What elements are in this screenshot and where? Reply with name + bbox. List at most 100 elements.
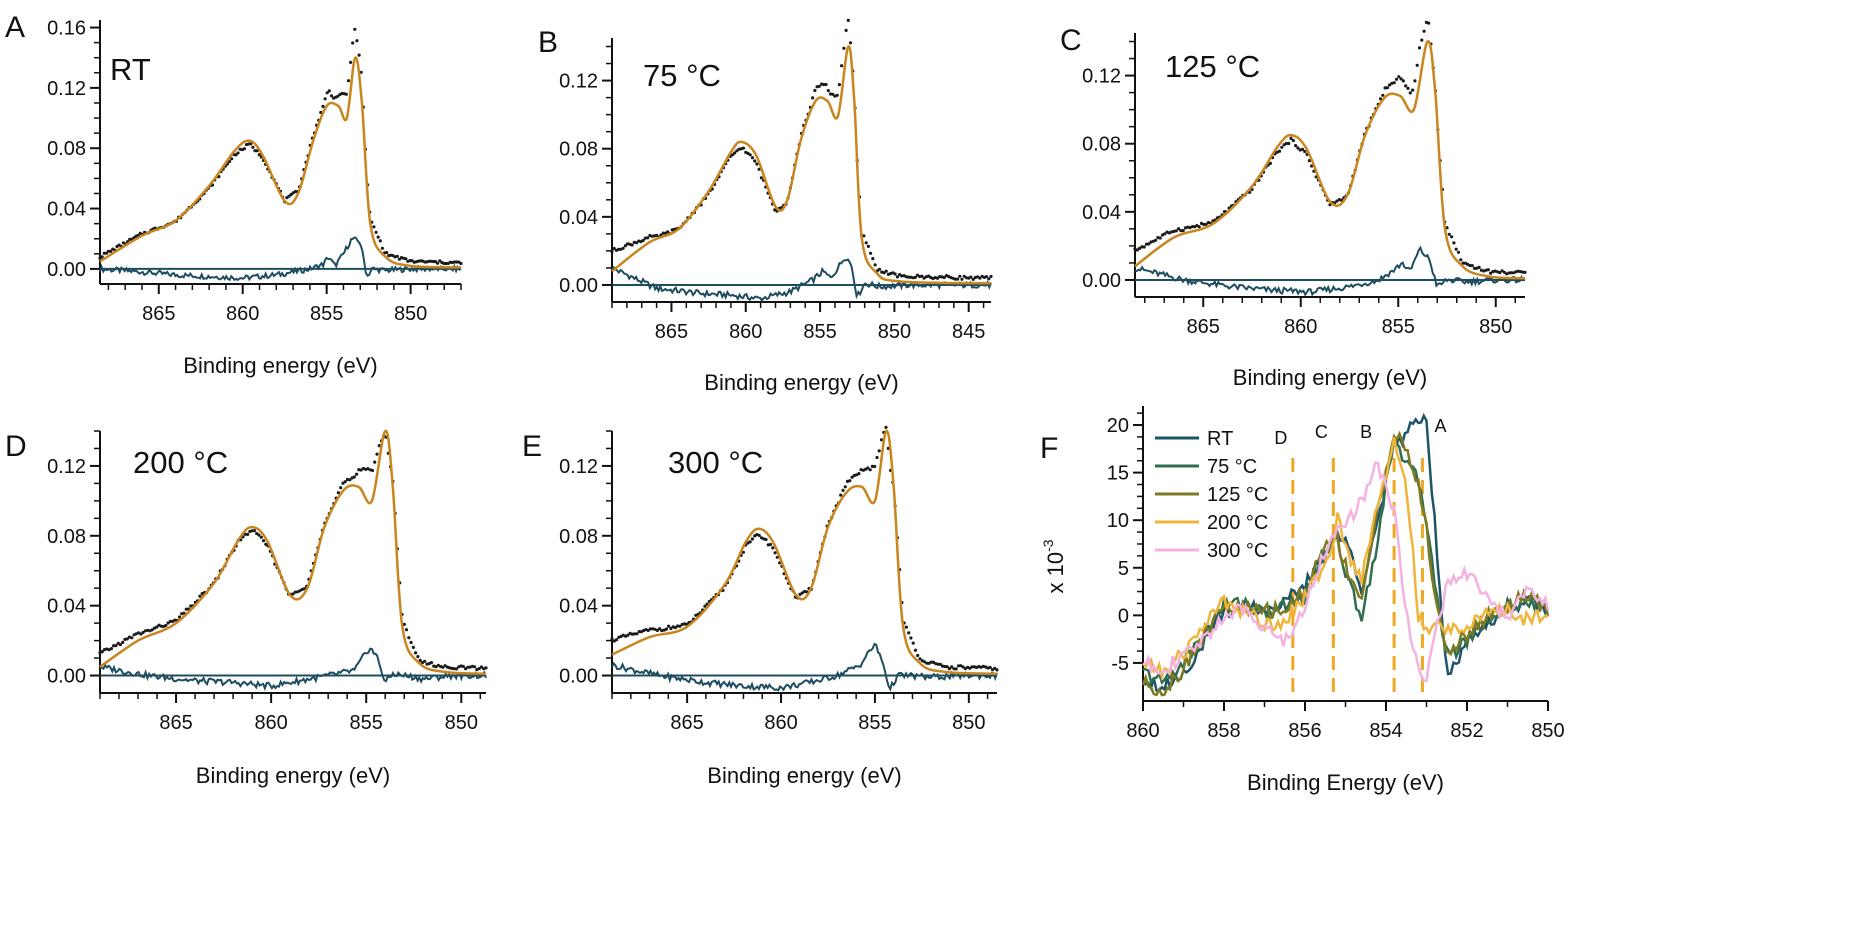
data-point	[409, 640, 413, 645]
data-point	[1307, 159, 1311, 163]
data-point	[1452, 241, 1456, 245]
data-point	[922, 660, 927, 664]
y-tick-label: 0.16	[47, 18, 86, 40]
data-point	[459, 261, 463, 266]
data-point	[1523, 270, 1527, 274]
y-tick-label: 0.04	[47, 596, 86, 618]
data-point	[189, 604, 193, 608]
data-point	[1135, 248, 1139, 252]
marker-label: C	[1315, 422, 1328, 442]
data-point	[895, 275, 900, 279]
data-point	[385, 251, 389, 255]
data-point	[848, 41, 853, 45]
data-point	[614, 638, 619, 642]
data-point	[1394, 77, 1399, 81]
data-point	[703, 604, 707, 608]
data-point	[646, 628, 650, 633]
data-point	[1509, 271, 1513, 275]
data-point	[302, 587, 306, 591]
x-tick-label: 855	[858, 712, 891, 734]
data-point	[130, 636, 134, 640]
data-point	[461, 664, 465, 669]
series-line	[1141, 430, 1550, 697]
data-point	[1427, 21, 1431, 25]
x-tick-label: 865	[1187, 316, 1220, 338]
x-tick-label: 855	[310, 303, 343, 325]
data-point	[319, 110, 323, 115]
data-point	[118, 643, 122, 647]
data-point	[1477, 265, 1481, 269]
data-point	[257, 153, 261, 157]
data-point	[346, 79, 351, 83]
panel-letter: B	[538, 26, 558, 59]
data-point	[349, 60, 353, 64]
y-tick-label: 0.00	[47, 259, 86, 281]
data-point	[943, 664, 947, 669]
panel-b: B 0.00 0.04 0.08 0.12 865 860 855 850 845 Binding …	[538, 18, 993, 395]
condition-label: 125 °C	[1165, 49, 1260, 84]
data-point	[104, 251, 108, 255]
data-point	[1296, 146, 1300, 150]
data-point	[733, 151, 737, 155]
data-point	[813, 88, 817, 93]
condition-label: RT	[110, 52, 151, 87]
data-point	[971, 277, 975, 281]
data-point	[1408, 91, 1412, 95]
data-point	[850, 475, 854, 479]
data-point	[956, 664, 961, 668]
data-point	[1310, 164, 1314, 168]
y-tick-label: 0.04	[559, 596, 598, 618]
data-point	[411, 645, 415, 650]
data-point	[416, 655, 420, 659]
data-point	[339, 486, 343, 490]
data-point	[884, 269, 888, 273]
data-point	[623, 244, 628, 248]
legend-label: 75 °C	[1207, 456, 1257, 478]
data-point	[935, 276, 940, 280]
data-points	[98, 27, 463, 266]
data-point	[877, 267, 882, 271]
panel-letter: D	[5, 430, 27, 463]
data-point	[1140, 245, 1144, 249]
data-point	[372, 225, 376, 229]
data-point	[984, 275, 989, 279]
fit-curve	[611, 45, 992, 285]
data-point	[904, 625, 909, 629]
data-point	[907, 631, 911, 635]
data-point	[621, 246, 625, 250]
data-point	[759, 176, 764, 180]
data-point	[817, 84, 821, 88]
data-point	[835, 93, 839, 97]
data-point	[913, 648, 918, 652]
data-point	[336, 94, 340, 98]
panel-d: D 0.00 0.04 0.08 0.12 865 860 855 850 Binding ene…	[5, 429, 488, 788]
data-point	[377, 444, 381, 448]
data-point	[373, 460, 377, 464]
data-point	[655, 628, 659, 633]
panel-a: A 0.00 0.04 0.08 0.12 0.16 865 860 855 850 Binding…	[5, 11, 463, 378]
data-point	[1284, 141, 1288, 146]
x-tick-label: 865	[655, 321, 688, 343]
x-tick-label: 860	[254, 712, 287, 734]
legend-label: 300 °C	[1207, 540, 1268, 562]
data-point	[741, 146, 746, 150]
data-point	[678, 624, 682, 628]
y-tick-label: 0.12	[559, 71, 598, 93]
legend-label: RT	[1207, 428, 1233, 450]
data-point	[844, 28, 848, 32]
data-point	[655, 233, 659, 237]
data-point	[291, 592, 295, 596]
data-point	[862, 234, 866, 238]
data-point	[673, 626, 678, 630]
residual-line	[99, 236, 462, 282]
x-tick-label: 865	[670, 712, 703, 734]
data-point	[1489, 271, 1493, 275]
data-point	[1381, 93, 1385, 97]
data-point	[658, 627, 662, 631]
data-point	[370, 468, 375, 473]
data-point	[168, 619, 172, 624]
data-point	[648, 627, 653, 631]
data-point	[664, 627, 669, 631]
data-point	[920, 274, 924, 278]
data-point	[234, 153, 238, 157]
